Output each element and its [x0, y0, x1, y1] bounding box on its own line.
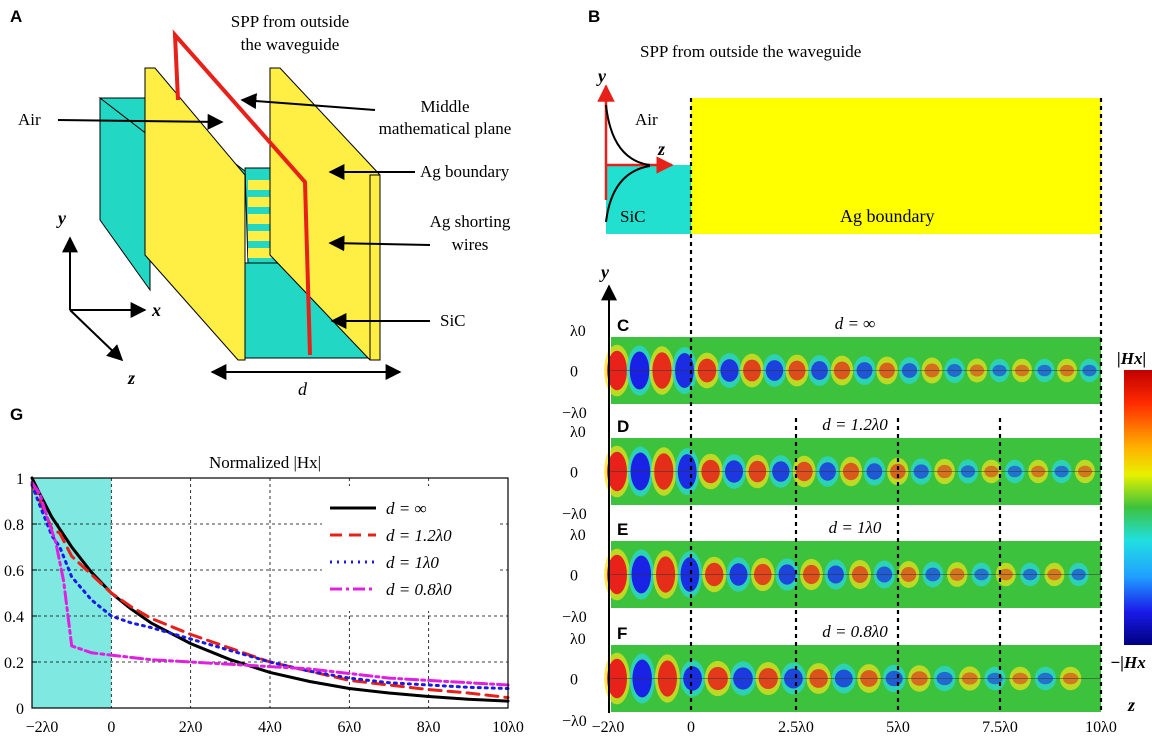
maps-z-tick: 10λ0 — [1085, 719, 1117, 736]
panel-g: G Normalized |Hx| 00.20.40.60.81−2λ0 0 2λ0… — [4, 405, 524, 736]
chart-ytick-label: 1 — [16, 471, 24, 488]
field-map-ytick: −λ0 — [562, 405, 587, 422]
chart-series-line-2 — [30, 483, 510, 690]
field-map-ytick: −λ0 — [562, 713, 587, 730]
chart-ytick-label: 0.4 — [4, 609, 24, 626]
field-map-ytick: λ0 — [570, 631, 586, 648]
a-middle-line1: Middle — [420, 97, 469, 116]
maps-z-tick: 5λ0 — [886, 719, 910, 736]
chart-legend-label-1: d = 1.2λ0 — [386, 526, 452, 545]
middle-plane-outline — [172, 29, 312, 356]
chart-ytick-label: 0 — [16, 701, 24, 718]
chart-xtick-label: 4λ0 — [258, 719, 282, 736]
panel-letter-g: G — [10, 405, 23, 424]
chart-ytick-label: 0.2 — [4, 655, 24, 672]
panel-a: A SPP from outside the waveguide Air Mid… — [10, 7, 511, 399]
maps-dashed-guides — [689, 98, 1103, 713]
b-ag-boundary-label: Ag boundary — [840, 206, 934, 226]
b-air-label: Air — [635, 110, 658, 129]
b-sic-label: SiC — [620, 207, 646, 226]
maps-z-tick: 2.5λ0 — [778, 719, 814, 736]
b-spp-profile — [605, 104, 651, 223]
chart-xtick-label: 10λ0 — [492, 719, 524, 736]
chart-series-line-1 — [30, 481, 510, 700]
chart-xtick-label: 0 — [107, 719, 115, 736]
field-map-ytick: 0 — [570, 568, 578, 585]
a-width-label: d — [298, 379, 308, 399]
panel-b: B SPP from outside the waveguide SiC Ag … — [588, 7, 1101, 234]
panel-letter-a: A — [10, 7, 22, 26]
chart-series-line-3 — [30, 481, 510, 687]
chart-ytick-label: 0.8 — [4, 517, 24, 534]
panel-letter-e: E — [617, 520, 628, 539]
a-shorting-line2: wires — [452, 235, 489, 254]
chart-legend-label-0: d = ∞ — [386, 499, 427, 518]
field-map-label: d = ∞ — [835, 314, 876, 333]
field-map-ytick: λ0 — [570, 424, 586, 441]
maps-z-tick: 0 — [687, 719, 695, 736]
colorbar-top-label: |Hx| — [1117, 349, 1146, 368]
chart-xtick-label: −2λ0 — [26, 719, 59, 736]
a-title-line2: the waveguide — [241, 35, 340, 54]
chart-title: Normalized |Hx| — [209, 453, 321, 472]
panel-letter-c: C — [617, 316, 629, 335]
a-air-label: Air — [18, 110, 41, 129]
chart-xtick-label: 2λ0 — [179, 719, 203, 736]
chart-series-line-0 — [30, 476, 510, 703]
field-map-ytick: λ0 — [570, 323, 586, 340]
field-map-ytick: −λ0 — [562, 506, 587, 523]
field-map-ytick: −λ0 — [562, 609, 587, 626]
chart-legend-label-2: d = 1λ0 — [386, 553, 439, 572]
field-map-ytick: 0 — [570, 672, 578, 689]
colorbar — [1124, 370, 1152, 645]
maps-z-ticks: −2λ0 0 2.5λ0 5λ0 7.5λ0 10λ0 — [592, 719, 1117, 736]
ag-plate-left — [144, 67, 246, 361]
a-title-line1: SPP from outside — [231, 12, 349, 31]
chart-frame — [31, 477, 509, 709]
chart-ytick-label: 0.6 — [4, 563, 24, 580]
field-map-ytick: λ0 — [570, 527, 586, 544]
maps-z-axis-label: z — [1127, 695, 1135, 715]
colorbar-bottom-label: −|Hx — [1110, 653, 1146, 672]
b-title: SPP from outside the waveguide — [640, 42, 861, 61]
field-map-label: d = 1λ0 — [829, 518, 882, 537]
chart-xtick-label: 6λ0 — [337, 719, 361, 736]
panel-letter-f: F — [617, 624, 627, 643]
a-shorting-line1: Ag shorting — [430, 212, 511, 231]
maps-z-tick: 7.5λ0 — [982, 719, 1018, 736]
maps-y-axis-label: y — [599, 262, 610, 282]
b-axis-y: y — [596, 66, 607, 86]
chart-legend-label-3: d = 0.8λ0 — [386, 580, 452, 599]
a-ag-boundary-label: Ag boundary — [420, 162, 510, 181]
panel-letter-d: D — [617, 417, 629, 436]
a-middle-line2: mathematical plane — [379, 119, 512, 138]
b-sic-region — [606, 165, 691, 234]
a-axis-y: y — [56, 208, 67, 228]
field-map-ytick: 0 — [570, 364, 578, 381]
b-ag-boundary-region — [691, 98, 1101, 234]
chart-xtick-label: 8λ0 — [417, 719, 441, 736]
b-axis-z: z — [657, 139, 665, 159]
field-map-ytick: 0 — [570, 465, 578, 482]
maps-z-tick: −2λ0 — [592, 719, 625, 736]
a-axes-triad: y x z — [56, 208, 161, 388]
panel-letter-b: B — [588, 7, 600, 26]
field-map-label: d = 0.8λ0 — [822, 622, 888, 641]
a-sic-label: SiC — [440, 311, 466, 330]
a-axis-z: z — [127, 368, 135, 388]
field-map-label: d = 1.2λ0 — [822, 415, 888, 434]
a-axis-x: x — [151, 300, 161, 320]
